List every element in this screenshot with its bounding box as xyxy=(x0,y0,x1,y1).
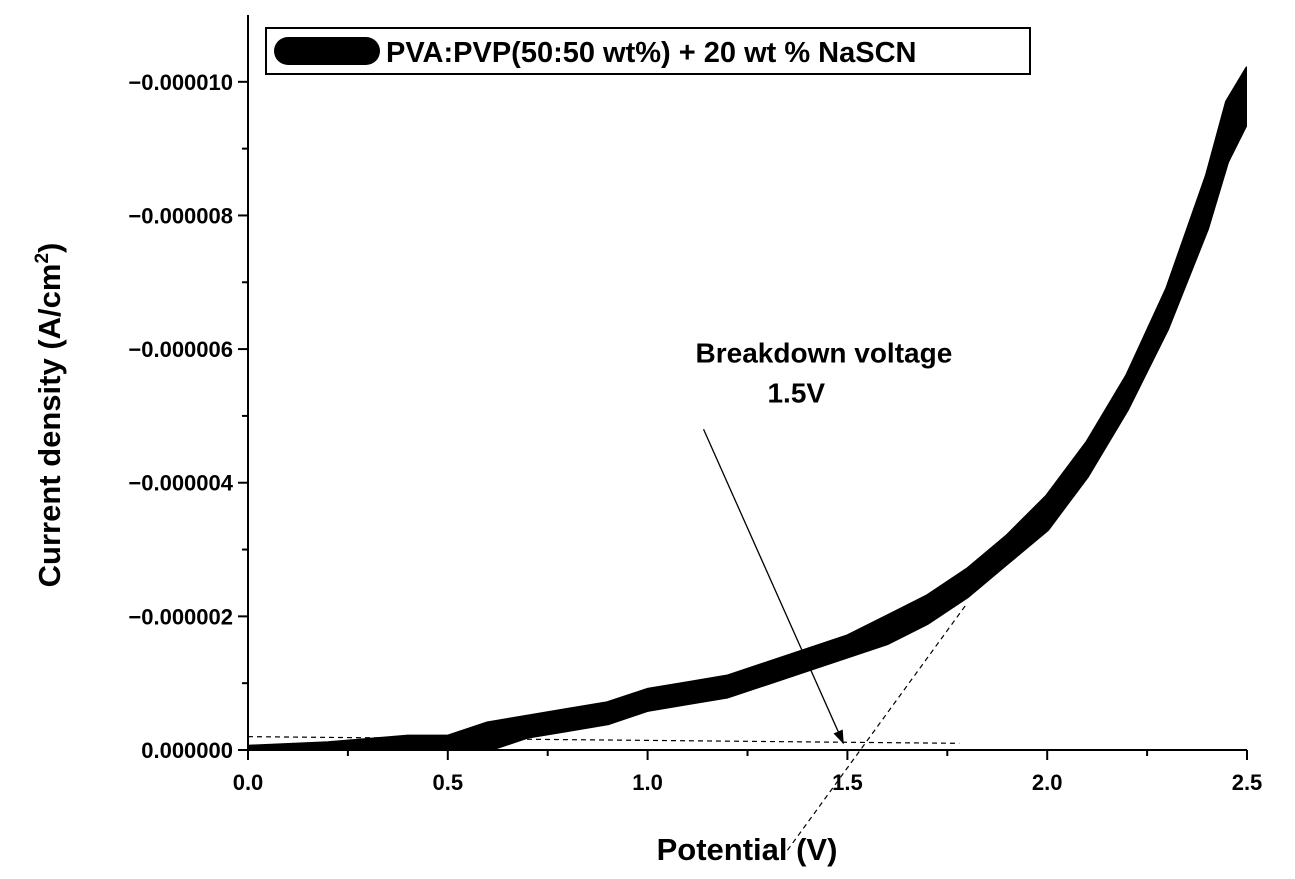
annotation-text-1: 1.5V xyxy=(767,378,825,409)
y-axis-title-close: ) xyxy=(32,243,67,253)
y-axis-title: Current density (A/cm2) xyxy=(32,243,67,588)
y-tick-label-4: −0.000008 xyxy=(128,203,233,228)
svg-text:Current density (A/cm2): Current density (A/cm2) xyxy=(32,243,67,588)
y-tick-label-0: 0.000000 xyxy=(141,738,233,763)
y-tick-label-5: −0.000010 xyxy=(128,70,233,95)
legend-label: PVA:PVP(50:50 wt%) + 20 wt % NaSCN xyxy=(386,37,916,69)
y-axis-title-superscript: 2 xyxy=(32,253,53,264)
x-tick-label-5: 2.5 xyxy=(1232,770,1263,795)
x-tick-label-4: 2.0 xyxy=(1032,770,1063,795)
y-tick-label-2: −0.000004 xyxy=(128,471,233,496)
x-tick-label-2: 1.0 xyxy=(632,770,663,795)
x-tick-label-0: 0.0 xyxy=(233,770,264,795)
annotation-text-0: Breakdown voltage xyxy=(696,337,953,368)
series-0-band xyxy=(248,66,1247,750)
y-tick-label-3: −0.000006 xyxy=(128,337,233,362)
x-axis-title: Potential (V) xyxy=(657,832,838,867)
dashed-guide-line-1 xyxy=(786,602,968,851)
y-tick-label-1: −0.000002 xyxy=(128,604,233,629)
y-axis-title-main: Current density (A/cm xyxy=(32,264,67,588)
x-tick-label-1: 0.5 xyxy=(433,770,464,795)
legend-box xyxy=(265,27,1031,75)
dashed-guide-line-0 xyxy=(247,736,960,744)
annotation-arrow xyxy=(702,429,844,745)
